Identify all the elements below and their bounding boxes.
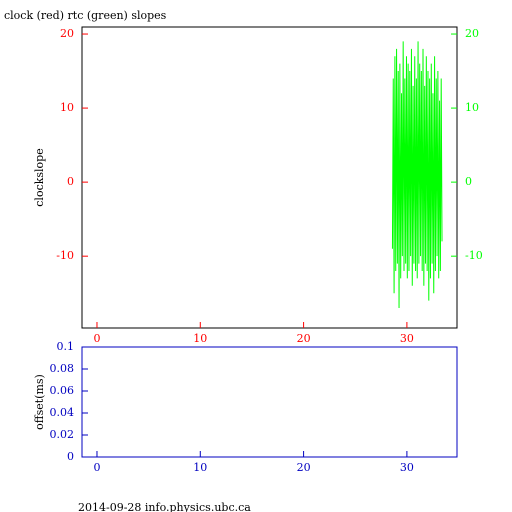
y-tick-label: 0.08 <box>50 362 75 375</box>
data-line <box>391 41 443 309</box>
y-tick-label: 0.06 <box>50 384 75 397</box>
y-tick-label: 20 <box>60 27 74 40</box>
plot-frame <box>81 346 458 458</box>
x-tick-label: 20 <box>297 461 311 474</box>
y2-tick-label: 10 <box>465 101 479 114</box>
y-tick-label: 0.1 <box>57 340 75 353</box>
y-axis-label: clockslope <box>33 148 46 206</box>
x-tick-label: 20 <box>297 332 311 345</box>
x-tick-label: 10 <box>193 461 207 474</box>
y-tick-label: 0.02 <box>50 428 75 441</box>
y-tick-label: 0 <box>67 450 74 463</box>
x-tick-label: 10 <box>193 332 207 345</box>
y-tick-label: 0.04 <box>50 406 75 419</box>
y-axis-label: offset(ms) <box>33 374 46 430</box>
x-tick-label: 30 <box>400 461 414 474</box>
x-tick-label: 0 <box>93 461 100 474</box>
chart-title: clock (red) rtc (green) slopes <box>4 9 167 22</box>
y2-tick-label: -10 <box>465 249 483 262</box>
plot-frame <box>81 26 458 329</box>
y-tick-label: 10 <box>60 101 74 114</box>
x-tick-label: 0 <box>93 332 100 345</box>
x-tick-label: 30 <box>400 332 414 345</box>
footer: 2014-09-28 info.physics.ubc.ca <box>78 501 251 512</box>
y2-tick-label: 0 <box>465 175 472 188</box>
y-tick-label: 0 <box>67 175 74 188</box>
y2-tick-label: 20 <box>465 27 479 40</box>
y-tick-label: -10 <box>56 249 74 262</box>
